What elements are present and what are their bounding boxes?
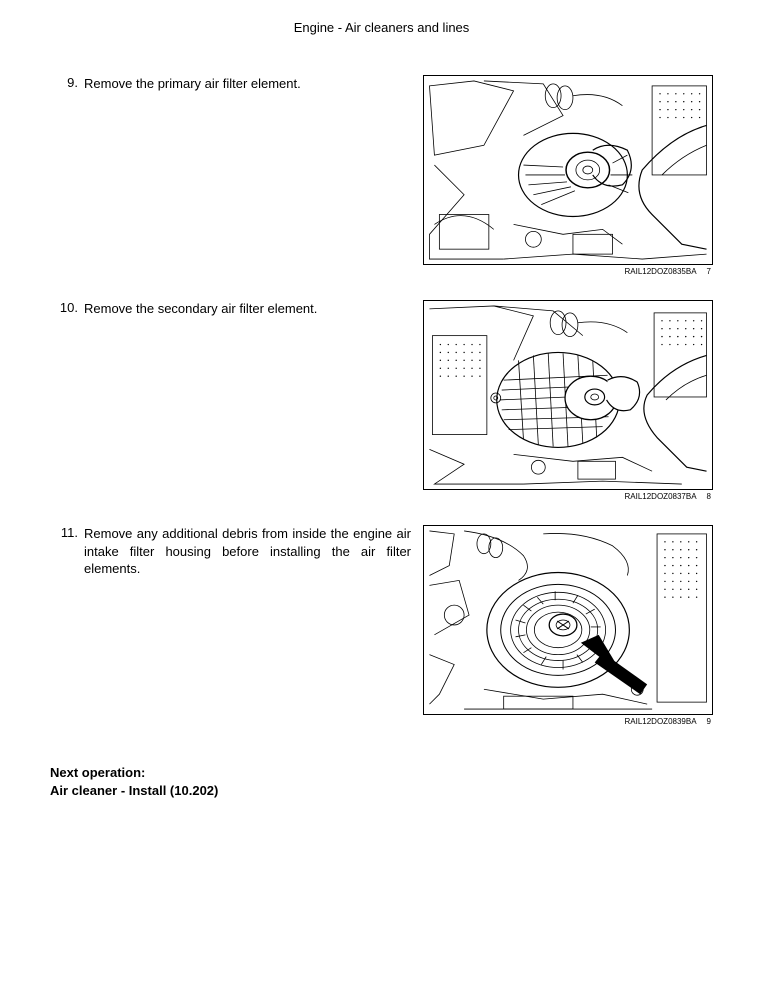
technical-figure-primary-filter <box>423 75 713 265</box>
figure-seq: 9 <box>707 717 711 726</box>
figure-seq: 8 <box>707 492 711 501</box>
page-header: Engine - Air cleaners and lines <box>50 20 713 35</box>
next-operation-label: Next operation: <box>50 764 713 782</box>
figure-seq: 7 <box>707 267 711 276</box>
step-row: 9. Remove the primary air filter element… <box>50 75 713 294</box>
line-drawing-icon <box>424 301 712 489</box>
figure-caption: RAIL12DOZ0835BA 7 <box>423 267 713 276</box>
figure-ref: RAIL12DOZ0837BA <box>625 492 697 501</box>
technical-figure-secondary-filter <box>423 300 713 490</box>
figure-ref: RAIL12DOZ0839BA <box>625 717 697 726</box>
header-title: Engine - Air cleaners and lines <box>294 20 470 35</box>
figure-column: RAIL12DOZ0835BA 7 <box>423 75 713 294</box>
figure-column: RAIL12DOZ0839BA 9 <box>423 525 713 744</box>
line-drawing-icon <box>424 526 712 714</box>
step-text: Remove any additional debris from inside… <box>84 525 423 578</box>
step-text: Remove the secondary air filter element. <box>84 300 423 318</box>
step-text: Remove the primary air filter element. <box>84 75 423 93</box>
arrow-icon <box>581 635 647 694</box>
figure-caption: RAIL12DOZ0839BA 9 <box>423 717 713 726</box>
step-row: 11. Remove any additional debris from in… <box>50 525 713 744</box>
step-row: 10. Remove the secondary air filter elem… <box>50 300 713 519</box>
figure-column: RAIL12DOZ0837BA 8 <box>423 300 713 519</box>
figure-caption: RAIL12DOZ0837BA 8 <box>423 492 713 501</box>
technical-figure-housing-view <box>423 525 713 715</box>
step-number: 11. <box>50 525 84 540</box>
step-number: 9. <box>50 75 84 90</box>
next-operation-block: Next operation: Air cleaner - Install (1… <box>50 764 713 799</box>
line-drawing-icon <box>424 76 712 264</box>
manual-page: Engine - Air cleaners and lines 9. Remov… <box>0 0 763 839</box>
step-number: 10. <box>50 300 84 315</box>
next-operation-text: Air cleaner - Install (10.202) <box>50 782 713 800</box>
figure-ref: RAIL12DOZ0835BA <box>625 267 697 276</box>
